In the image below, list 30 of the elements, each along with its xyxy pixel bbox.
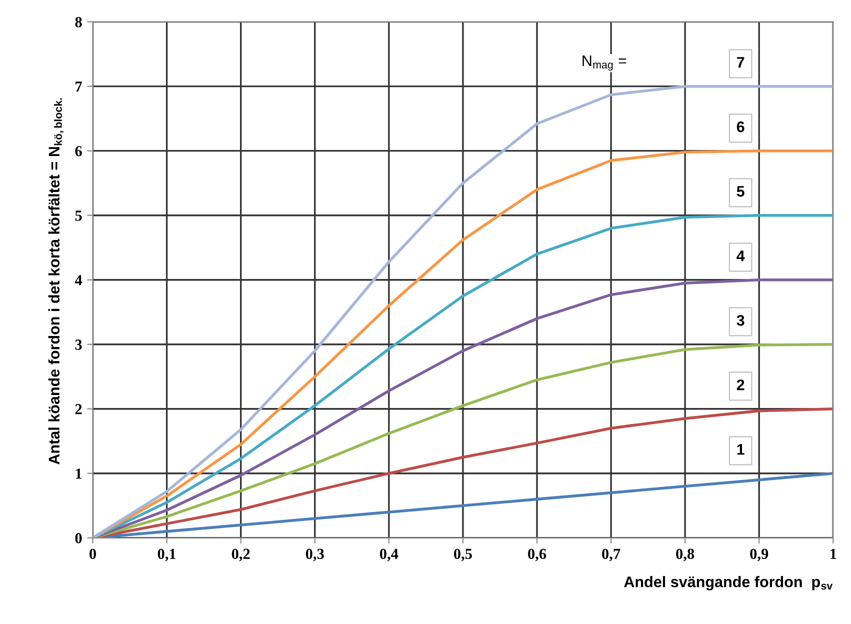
x-tick-label: 0,2: [232, 548, 250, 562]
y-tick-label: 5: [75, 210, 82, 221]
x-tick-label: 0,4: [380, 548, 398, 562]
x-tick-label: 0: [90, 548, 96, 560]
x-tick-label: 0,7: [602, 548, 620, 562]
x-tick-label: 0,3: [306, 548, 324, 562]
series-label: 4: [736, 250, 745, 262]
x-tick-label: 0,1: [158, 548, 176, 562]
y-tick-label: 1: [76, 468, 82, 479]
y-tick-label: 3: [75, 340, 82, 350]
y-tick-label: 2: [75, 404, 82, 414]
x-tick-label: 1: [830, 548, 836, 559]
series-label: 3: [736, 314, 744, 326]
x-tick-label: 0,5: [454, 548, 472, 562]
y-tick-label: 4: [74, 275, 82, 286]
y-tick-label: 7: [76, 82, 82, 92]
y-tick-label: 6: [75, 146, 82, 156]
x-axis-title: Andel svängande fordon p$_{sv}$: [624, 576, 833, 590]
series-label: 6: [736, 121, 744, 132]
series-label: 2: [736, 379, 744, 390]
x-tick-label: 0,9: [750, 548, 768, 562]
y-axis-title: Antal köande fordon i det korta körfältet = N$_{kö,block.}$: [48, 98, 64, 464]
series-label: 1: [737, 444, 744, 455]
y-tick-label: 0: [75, 533, 82, 544]
series-label: 7: [736, 57, 744, 68]
x-tick-label: 0,8: [676, 548, 694, 562]
x-tick-label: 0,6: [528, 548, 546, 562]
annotation: N$_{mag}$ =: [582, 55, 626, 71]
y-tick-label: 8: [75, 16, 82, 28]
series-label: 5: [736, 186, 744, 197]
